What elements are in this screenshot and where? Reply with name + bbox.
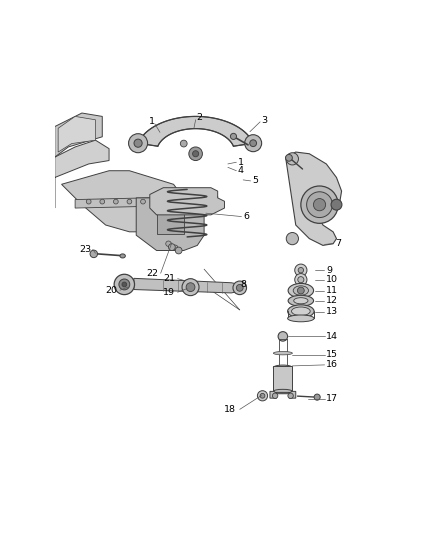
- Circle shape: [166, 241, 171, 246]
- Circle shape: [141, 199, 145, 204]
- Circle shape: [314, 394, 320, 400]
- Text: 13: 13: [326, 307, 339, 316]
- Circle shape: [307, 192, 332, 217]
- Circle shape: [186, 282, 195, 292]
- Circle shape: [182, 279, 199, 296]
- Polygon shape: [55, 140, 109, 208]
- Circle shape: [127, 199, 132, 204]
- Circle shape: [181, 199, 186, 204]
- Polygon shape: [136, 198, 204, 251]
- Ellipse shape: [120, 254, 125, 258]
- Circle shape: [288, 393, 293, 399]
- Circle shape: [301, 186, 338, 223]
- Circle shape: [233, 281, 247, 295]
- Circle shape: [122, 282, 127, 287]
- Circle shape: [286, 153, 298, 165]
- Circle shape: [119, 279, 130, 290]
- Circle shape: [237, 285, 243, 291]
- Text: 19: 19: [163, 288, 175, 297]
- Text: 3: 3: [261, 116, 268, 125]
- Circle shape: [298, 277, 304, 282]
- Circle shape: [169, 244, 175, 251]
- Circle shape: [175, 247, 182, 254]
- Text: 14: 14: [326, 332, 338, 341]
- Text: 23: 23: [79, 245, 92, 254]
- Circle shape: [189, 147, 202, 160]
- Circle shape: [173, 245, 178, 251]
- Text: 8: 8: [240, 280, 246, 289]
- Circle shape: [297, 287, 304, 294]
- Circle shape: [230, 133, 237, 140]
- Circle shape: [168, 199, 173, 204]
- Circle shape: [260, 393, 265, 398]
- Polygon shape: [75, 196, 218, 208]
- Bar: [156, 210, 184, 233]
- Text: 12: 12: [326, 296, 338, 305]
- Polygon shape: [270, 391, 296, 398]
- Bar: [273, 366, 293, 391]
- Circle shape: [129, 134, 148, 152]
- Ellipse shape: [273, 365, 293, 370]
- Circle shape: [258, 391, 268, 401]
- Text: 1: 1: [238, 158, 244, 167]
- Ellipse shape: [273, 389, 293, 393]
- Text: 22: 22: [146, 269, 158, 278]
- Circle shape: [195, 199, 200, 204]
- Circle shape: [298, 268, 304, 273]
- Text: 2: 2: [196, 112, 202, 122]
- Polygon shape: [134, 278, 240, 293]
- Polygon shape: [55, 113, 102, 157]
- Circle shape: [272, 393, 278, 399]
- Ellipse shape: [294, 297, 308, 304]
- Circle shape: [90, 250, 98, 257]
- Ellipse shape: [273, 351, 293, 355]
- Circle shape: [314, 199, 325, 211]
- Text: 6: 6: [244, 212, 250, 221]
- Ellipse shape: [288, 295, 314, 306]
- Circle shape: [250, 140, 257, 147]
- Ellipse shape: [288, 315, 314, 322]
- Text: 15: 15: [326, 350, 338, 359]
- Circle shape: [295, 273, 307, 286]
- Circle shape: [86, 199, 91, 204]
- Circle shape: [154, 199, 159, 204]
- Circle shape: [100, 199, 105, 204]
- Ellipse shape: [293, 286, 308, 295]
- Text: 16: 16: [326, 360, 338, 369]
- Ellipse shape: [292, 307, 310, 316]
- Circle shape: [286, 232, 298, 245]
- Text: 21: 21: [163, 274, 175, 283]
- Ellipse shape: [288, 305, 314, 318]
- Circle shape: [114, 274, 134, 295]
- Circle shape: [278, 332, 288, 341]
- Circle shape: [286, 155, 293, 161]
- Text: 10: 10: [326, 275, 338, 284]
- Text: 1: 1: [148, 117, 155, 126]
- Circle shape: [295, 264, 307, 276]
- Ellipse shape: [288, 284, 314, 297]
- Text: 9: 9: [326, 265, 332, 274]
- Text: 7: 7: [335, 239, 341, 248]
- Text: 11: 11: [326, 286, 338, 295]
- Polygon shape: [286, 152, 342, 245]
- Circle shape: [113, 199, 118, 204]
- Text: 20: 20: [106, 286, 117, 295]
- Circle shape: [193, 151, 199, 157]
- Polygon shape: [61, 171, 184, 232]
- Text: 4: 4: [238, 166, 244, 175]
- Polygon shape: [138, 116, 253, 146]
- Text: 5: 5: [252, 176, 258, 185]
- Polygon shape: [58, 116, 95, 152]
- Circle shape: [245, 135, 261, 152]
- Polygon shape: [150, 188, 224, 215]
- Circle shape: [331, 199, 342, 210]
- Text: 18: 18: [224, 405, 237, 414]
- Circle shape: [134, 139, 142, 147]
- Text: 17: 17: [326, 394, 338, 403]
- Circle shape: [180, 140, 187, 147]
